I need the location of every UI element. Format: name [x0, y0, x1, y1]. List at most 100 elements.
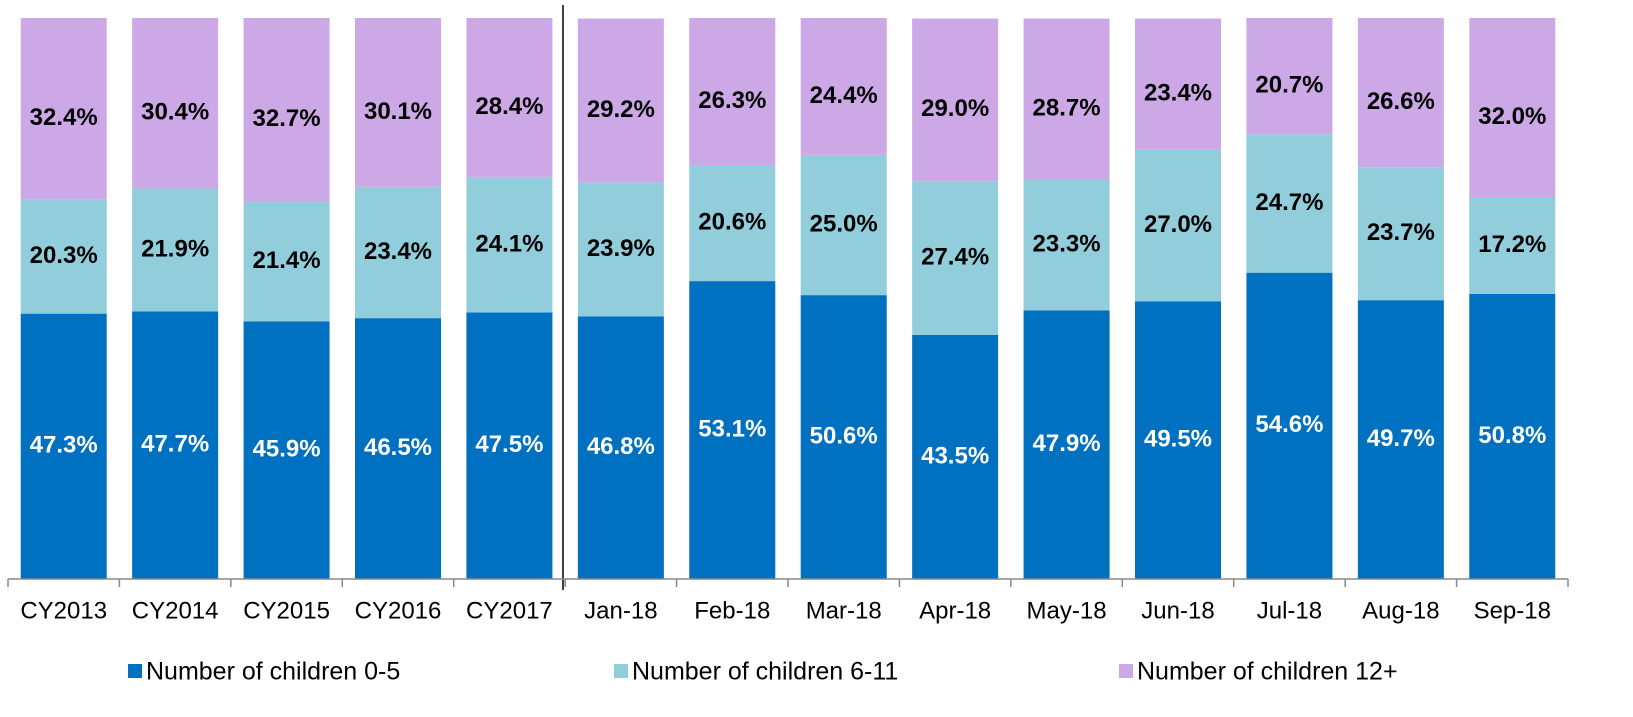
data-label: 20.6%	[698, 209, 766, 236]
bar-segment	[466, 18, 553, 178]
data-label: 47.3%	[30, 432, 98, 459]
x-tick-label: Jan-18	[584, 597, 657, 624]
x-tick-label: CY2015	[243, 597, 330, 624]
data-label: 17.2%	[1478, 231, 1546, 258]
bar-segment	[1023, 18, 1110, 180]
data-label: 20.7%	[1255, 71, 1323, 98]
bar-segment	[912, 181, 999, 335]
bar-segment	[912, 334, 999, 579]
x-tick-label: May-18	[1027, 597, 1107, 624]
bar-segment	[1469, 197, 1556, 295]
bar-segment	[466, 312, 553, 579]
data-label: 49.7%	[1367, 425, 1435, 452]
data-label: 20.3%	[30, 242, 98, 269]
bar-segment	[1246, 134, 1333, 273]
data-label: 26.6%	[1367, 88, 1435, 115]
data-label: 30.4%	[141, 99, 209, 126]
bar-segment	[1357, 167, 1444, 301]
bar-segment	[355, 18, 441, 187]
data-label: 32.4%	[30, 104, 98, 131]
data-label: 30.1%	[364, 98, 432, 125]
bar-segment	[1246, 18, 1333, 135]
data-label: 47.9%	[1033, 430, 1101, 457]
bar-segment	[577, 182, 664, 317]
bar-segment	[1469, 294, 1556, 579]
bar-segment	[1135, 301, 1221, 579]
bar-segment	[466, 177, 553, 313]
bar-segment	[355, 186, 441, 319]
data-label: 23.9%	[587, 235, 655, 262]
bar-segment	[132, 311, 219, 579]
data-label: 24.7%	[1255, 189, 1323, 216]
data-label: 23.7%	[1367, 219, 1435, 246]
bar-segment	[689, 281, 776, 579]
legend-swatch	[1119, 664, 1133, 678]
bar-segment	[132, 18, 219, 189]
bar-segment	[912, 18, 999, 182]
x-tick-label: CY2016	[355, 597, 442, 624]
x-tick-label: Jul-18	[1257, 597, 1322, 624]
data-label: 43.5%	[921, 442, 989, 469]
data-label: 24.4%	[810, 82, 878, 109]
bar-segment	[689, 18, 776, 166]
legend-label: Number of children 12+	[1137, 658, 1398, 686]
bar-segment	[1357, 300, 1444, 579]
data-label: 29.0%	[921, 95, 989, 122]
data-label: 53.1%	[698, 415, 766, 442]
bar-segment	[20, 199, 107, 314]
data-label: 49.5%	[1144, 425, 1212, 452]
bar-segment	[1357, 18, 1444, 168]
legend-label: Number of children 6-11	[632, 658, 898, 686]
bar-segment	[800, 154, 887, 296]
x-tick-label: CY2013	[20, 597, 107, 624]
data-label: 47.7%	[141, 431, 209, 458]
data-label: 54.6%	[1255, 411, 1323, 438]
data-label: 27.0%	[1144, 211, 1212, 238]
bar-segment	[577, 18, 664, 183]
data-label: 24.1%	[475, 230, 543, 257]
bar-segment	[1469, 18, 1556, 198]
bar-segment	[355, 318, 441, 579]
x-tick-label: Feb-18	[694, 597, 770, 624]
bar-segment	[689, 165, 776, 282]
data-label: 32.0%	[1478, 103, 1546, 130]
bar-segment	[800, 295, 887, 579]
data-label: 21.4%	[253, 247, 321, 274]
bar-segment	[243, 321, 330, 579]
legend-label: Number of children 0-5	[146, 658, 400, 686]
data-label: 50.8%	[1478, 422, 1546, 449]
data-label: 25.0%	[810, 210, 878, 237]
bar-segment	[1135, 149, 1221, 302]
x-tick-label: Apr-18	[919, 597, 991, 624]
bar-segment	[132, 188, 219, 312]
x-tick-label: CY2014	[132, 597, 219, 624]
data-label: 32.7%	[253, 105, 321, 132]
bar-segment	[20, 313, 107, 579]
bar-segment	[243, 18, 330, 202]
data-label: 50.6%	[810, 422, 878, 449]
data-label: 28.4%	[475, 93, 543, 120]
data-label: 23.4%	[1144, 80, 1212, 107]
data-label: 45.9%	[253, 436, 321, 463]
x-tick-label: Sep-18	[1474, 597, 1551, 624]
data-label: 29.2%	[587, 96, 655, 123]
bar-segment	[20, 18, 107, 200]
legend-swatch	[614, 664, 628, 678]
bar-segment	[800, 18, 887, 155]
legend-swatch	[128, 664, 142, 678]
x-tick-label: Jun-18	[1141, 597, 1214, 624]
data-label: 46.5%	[364, 434, 432, 461]
data-label: 47.5%	[475, 431, 543, 458]
data-label: 26.3%	[698, 87, 766, 114]
bar-segment	[1246, 272, 1333, 579]
bar-segment	[1135, 18, 1221, 150]
data-label: 23.4%	[364, 238, 432, 265]
bar-segment	[577, 316, 664, 579]
bar-segment	[1023, 179, 1110, 311]
bar-segment	[243, 201, 330, 322]
x-tick-label: CY2017	[466, 597, 553, 624]
data-label: 23.3%	[1033, 230, 1101, 257]
x-tick-label: Aug-18	[1362, 597, 1439, 624]
data-label: 21.9%	[141, 235, 209, 262]
